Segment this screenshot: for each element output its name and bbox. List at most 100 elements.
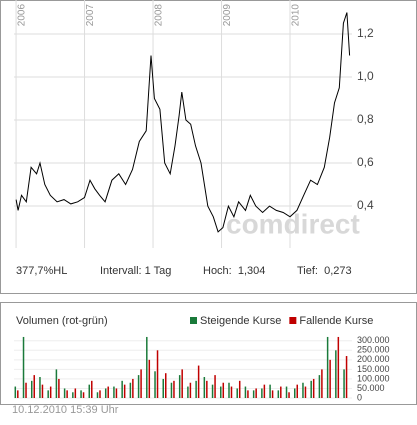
volume-bar — [99, 390, 101, 398]
volume-bar — [247, 390, 249, 398]
volume-bar — [121, 380, 123, 398]
volume-bar — [329, 359, 331, 398]
volume-bar — [337, 336, 340, 398]
volume-bar — [280, 386, 282, 398]
volume-bar — [304, 386, 307, 398]
x-tick-label: 2008 — [154, 4, 165, 27]
volume-bar — [263, 384, 266, 398]
volume-bar — [335, 350, 337, 398]
y-tick-label: 0 — [357, 392, 362, 402]
volume-bar — [312, 378, 315, 398]
volume-bar — [66, 390, 68, 398]
high: Hoch: 1,304 — [203, 265, 265, 277]
volume-bar — [137, 375, 140, 398]
y-tick-label: 200.000 — [357, 354, 390, 364]
x-tick-label: 2006 — [17, 4, 28, 27]
volume-bar — [203, 377, 206, 398]
volume-bar — [269, 384, 271, 398]
volume-bar — [123, 384, 126, 398]
volume-bar — [82, 392, 85, 398]
volume-bar — [129, 382, 132, 398]
volume-bar — [146, 336, 148, 398]
volume-bar — [220, 386, 222, 398]
volume-bar — [214, 375, 216, 398]
volume-bar — [178, 375, 181, 398]
volume-bar — [293, 388, 296, 398]
volume-bar — [261, 388, 263, 398]
volume-bar — [252, 390, 255, 398]
volume-bar — [17, 390, 19, 398]
volume-bar — [14, 386, 17, 398]
volume-bar — [187, 386, 189, 398]
timestamp: 10.12.2010 15:39 Uhr — [12, 404, 119, 416]
y-tick-label: 150.000 — [357, 364, 390, 374]
volume-bar — [63, 388, 66, 398]
x-tick-label: 2009 — [222, 4, 233, 27]
y-tick-label: 250.000 — [357, 345, 390, 355]
volume-bar — [164, 373, 167, 398]
x-tick-label: 2010 — [291, 4, 302, 27]
volume-bar — [140, 369, 142, 398]
volume-bar — [244, 386, 247, 398]
volume-bar — [104, 388, 107, 398]
volume-bar — [25, 382, 27, 398]
volume-bar — [189, 382, 192, 398]
hl: 377,7%HL — [16, 265, 67, 277]
volume-bar — [113, 386, 115, 398]
y-tick-label: 100.000 — [357, 373, 390, 383]
volume-bar — [170, 382, 173, 398]
volume-bar — [156, 350, 159, 398]
volume-bar — [228, 382, 230, 398]
y-tick-label: 300.000 — [357, 335, 390, 345]
y-tick-label: 0,8 — [357, 112, 374, 126]
y-tick-label: 1,0 — [357, 69, 374, 83]
volume-bar — [80, 390, 82, 398]
volume-bar — [115, 388, 118, 398]
legend-swatch — [190, 317, 197, 324]
y-tick-label: 0,4 — [357, 198, 374, 212]
volume-bar — [285, 386, 288, 398]
legend-label: Fallende Kurse — [299, 315, 373, 327]
interval: Intervall: 1 Tag — [100, 265, 171, 277]
volume-bar — [55, 369, 58, 398]
volume-bar — [96, 392, 99, 398]
volume-bar — [88, 384, 91, 398]
volume-bar — [195, 380, 197, 398]
volume-bar — [162, 378, 164, 398]
volume-bar — [296, 384, 298, 398]
volume-bar — [154, 371, 156, 398]
volume-bar — [72, 392, 74, 398]
volume-bar — [345, 356, 348, 398]
y-tick-label: 0,6 — [357, 155, 374, 169]
volume-title: Volumen (rot-grün) — [16, 315, 108, 327]
volume-bar — [197, 365, 200, 398]
volume-bar — [236, 388, 238, 398]
volume-bar — [30, 380, 33, 398]
volume-bar — [132, 378, 134, 398]
volume-bar — [277, 390, 280, 398]
price-panel — [0, 0, 417, 294]
volume-bar — [271, 390, 274, 398]
volume-bar — [49, 386, 52, 398]
volume-bar — [230, 386, 233, 398]
watermark: comdirect — [226, 208, 360, 239]
volume-bar — [343, 369, 345, 398]
volume-bar — [173, 380, 175, 398]
volume-bar — [39, 377, 41, 398]
legend-label: Steigende Kurse — [200, 315, 281, 327]
volume-bar — [255, 388, 257, 398]
volume-bar — [238, 380, 241, 398]
y-tick-label: 50.000 — [357, 383, 385, 393]
volume-bar — [321, 369, 323, 398]
volume-bar — [148, 359, 151, 398]
volume-bar — [22, 336, 25, 398]
y-tick-label: 1,2 — [357, 26, 374, 40]
volume-bar — [310, 380, 312, 398]
volume-bar — [33, 375, 35, 398]
low: Tief: 0,273 — [297, 265, 352, 277]
volume-bar — [206, 380, 208, 398]
volume-bar — [181, 369, 183, 398]
volume-bar — [47, 390, 49, 398]
volume-bar — [211, 384, 214, 398]
